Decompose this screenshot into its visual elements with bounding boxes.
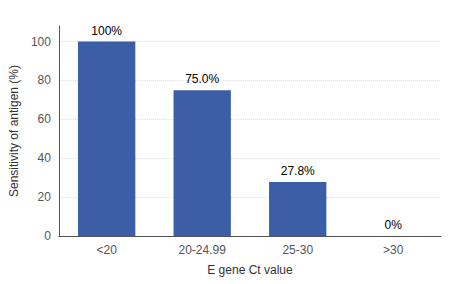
svg-text:0: 0 [44, 229, 51, 243]
svg-text:Sensitivity of antigen (%): Sensitivity of antigen (%) [7, 65, 21, 197]
svg-text:40: 40 [38, 151, 52, 165]
svg-text:100%: 100% [91, 24, 122, 38]
svg-text:<20: <20 [97, 243, 118, 257]
svg-text:80: 80 [38, 73, 52, 87]
svg-text:60: 60 [38, 112, 52, 126]
svg-text:20-24.99: 20-24.99 [179, 243, 227, 257]
svg-text:20: 20 [38, 190, 52, 204]
svg-text:25-30: 25-30 [282, 243, 313, 257]
svg-text:0%: 0% [385, 218, 403, 232]
svg-text:E gene Ct value: E gene Ct value [207, 263, 293, 277]
svg-text:27.8%: 27.8% [281, 164, 315, 178]
svg-text:100: 100 [31, 35, 51, 49]
svg-text:75.0%: 75.0% [185, 72, 219, 86]
svg-text:>30: >30 [383, 243, 404, 257]
